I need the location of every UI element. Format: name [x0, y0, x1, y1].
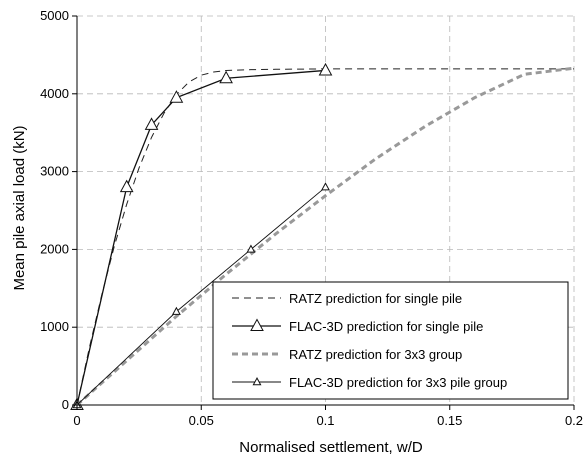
x-tick-label: 0.15 — [437, 413, 462, 428]
data-point — [144, 117, 159, 130]
series-layer — [70, 62, 575, 410]
x-tick-label: 0 — [73, 413, 80, 428]
axes: 0 0.05 0.1 0.15 0.2 0 1000 2000 3000 4000 5000 — [40, 8, 583, 428]
y-tick-label: 0 — [62, 397, 69, 412]
series-line — [76, 186, 326, 406]
x-tick-label: 0.2 — [565, 413, 583, 428]
series-3 — [76, 66, 575, 407]
series-line — [76, 68, 574, 406]
data-point — [246, 244, 256, 253]
data-point — [171, 306, 181, 315]
y-tick-label: 2000 — [40, 241, 69, 256]
x-tick-label: 0.1 — [316, 413, 334, 428]
legend-label: RATZ prediction for single pile — [289, 291, 462, 306]
y-tick-label: 1000 — [40, 319, 69, 334]
series-1 — [76, 68, 574, 406]
series-4 — [72, 182, 330, 409]
y-tick-label: 4000 — [40, 86, 69, 101]
legend: RATZ prediction for single pile FLAC-3D p… — [212, 281, 569, 400]
x-axis-label: Normalised settlement, w/D — [239, 439, 423, 456]
legend-label: RATZ prediction for 3x3 group — [289, 347, 462, 362]
legend-label: FLAC-3D prediction for 3x3 pile group — [289, 375, 507, 390]
legend-marker — [252, 377, 262, 386]
data-point — [119, 179, 134, 193]
data-point — [321, 182, 330, 191]
y-tick-label: 5000 — [40, 8, 69, 23]
legend-box — [212, 281, 569, 400]
y-tick-label: 3000 — [40, 164, 69, 179]
legend-marker — [250, 318, 264, 331]
series-line — [76, 66, 575, 407]
data-point — [169, 90, 184, 103]
data-point — [318, 62, 333, 76]
x-tick-label: 0.05 — [189, 413, 214, 428]
y-axis-label: Mean pile axial load (kN) — [11, 125, 28, 290]
series-line — [76, 69, 326, 406]
legend-label: FLAC-3D prediction for single pile — [289, 319, 483, 334]
data-point — [219, 70, 233, 84]
